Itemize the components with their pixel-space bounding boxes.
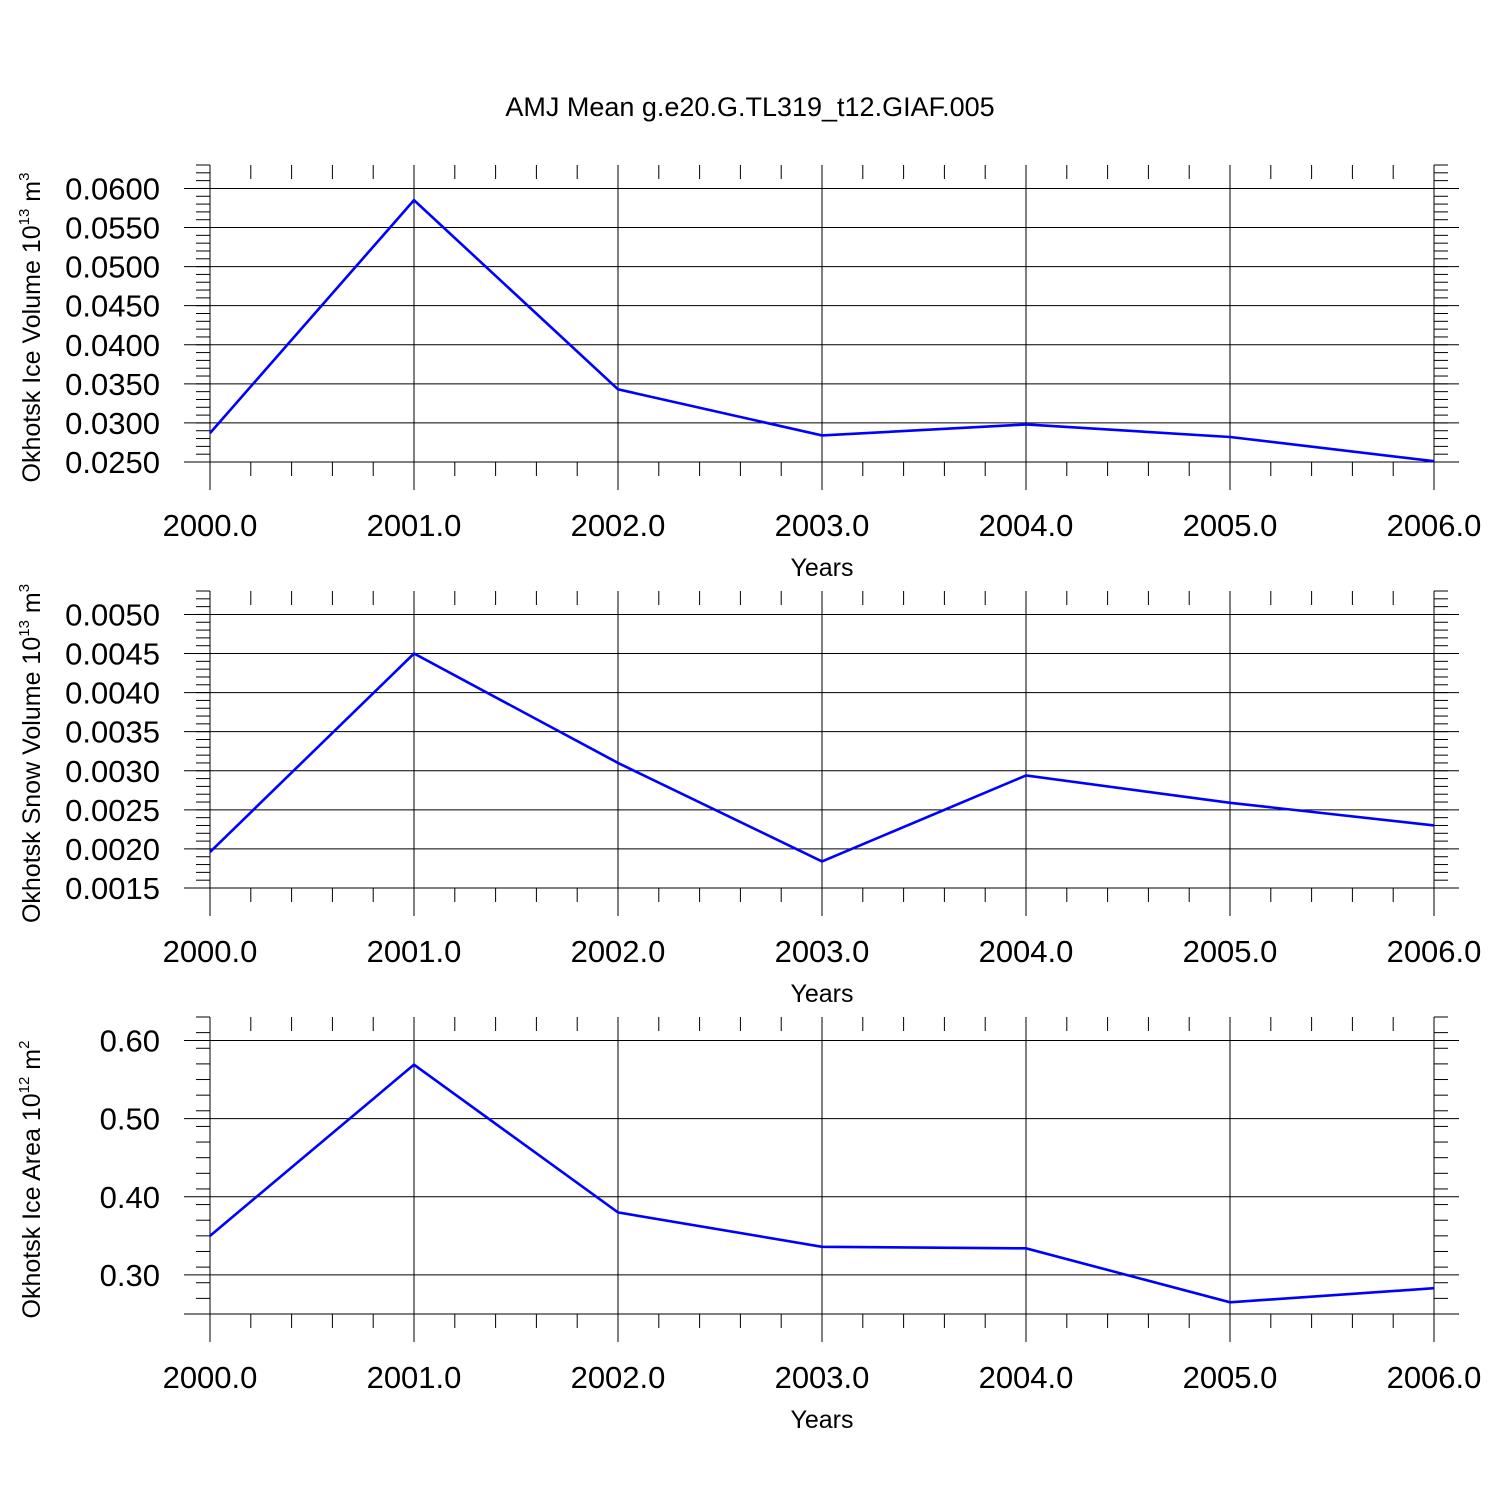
y-tick-label: 0.0030 <box>65 754 160 789</box>
x-tick-label: 2005.0 <box>1183 934 1278 969</box>
x-tick-label: 2004.0 <box>979 934 1074 969</box>
y-tick-label: 0.30 <box>100 1258 160 1293</box>
x-tick-label: 2005.0 <box>1183 1360 1278 1395</box>
y-tick-label: 0.0400 <box>65 328 160 363</box>
x-tick-label: 2006.0 <box>1387 934 1482 969</box>
x-tick-label: 2005.0 <box>1183 508 1278 543</box>
y-axis-title: Okhotsk Snow Volume 1013 m3 <box>16 584 46 923</box>
x-tick-label: 2004.0 <box>979 1360 1074 1395</box>
y-tick-label: 0.0025 <box>65 793 160 828</box>
y-tick-label: 0.0020 <box>65 832 160 867</box>
y-tick-label: 0.0250 <box>65 445 160 480</box>
x-tick-label: 2001.0 <box>367 1360 462 1395</box>
chart-panel-3: 0.60 0.50 0.40 0.30 2000.0 2001.0 2002.0 2003.0… <box>16 1016 1482 1434</box>
y-tick-label: 0.60 <box>100 1023 160 1058</box>
x-tick-label: 2003.0 <box>775 934 870 969</box>
x-tick-label: 2004.0 <box>979 508 1074 543</box>
y-tick-label: 0.0450 <box>65 289 160 324</box>
x-tick-label: 2002.0 <box>571 1360 666 1395</box>
y-tick-label: 0.0045 <box>65 637 160 672</box>
x-axis-title: Years <box>790 980 853 1008</box>
chart-panel-1: 0.0600 0.0550 0.0500 0.0450 0.0400 0.0350 0.03… <box>16 164 1482 582</box>
y-tick-label: 0.0035 <box>65 715 160 750</box>
y-axis-title: Okhotsk Ice Volume 1013 m3 <box>16 173 46 483</box>
x-tick-label: 2002.0 <box>571 934 666 969</box>
y-tick-label: 0.0050 <box>65 597 160 632</box>
x-axis-title: Years <box>790 1406 853 1434</box>
x-tick-label: 2001.0 <box>367 934 462 969</box>
series-line-1 <box>209 198 1435 463</box>
x-tick-label: 2001.0 <box>367 508 462 543</box>
x-axis-title: Years <box>790 554 853 582</box>
y-tick-label: 0.0600 <box>65 171 160 206</box>
x-tick-label: 2000.0 <box>163 1360 258 1395</box>
x-tick-label: 2000.0 <box>163 508 258 543</box>
y-tick-label: 0.40 <box>100 1180 160 1215</box>
y-tick-label: 0.0350 <box>65 367 160 402</box>
chart-title: AMJ Mean g.e20.G.TL319_t12.GIAF.005 <box>505 92 994 122</box>
x-tick-label: 2003.0 <box>775 508 870 543</box>
x-tick-label: 2000.0 <box>163 934 258 969</box>
x-tick-label: 2003.0 <box>775 1360 870 1395</box>
y-axis-title: Okhotsk Ice Area 1012 m2 <box>16 1041 46 1319</box>
y-tick-label: 0.0500 <box>65 250 160 285</box>
series-line-1 <box>209 1063 1435 1304</box>
y-tick-label: 0.0300 <box>65 406 160 441</box>
y-tick-label: 0.50 <box>100 1102 160 1137</box>
y-tick-label: 0.0040 <box>65 676 160 711</box>
x-tick-label: 2006.0 <box>1387 508 1482 543</box>
chart-panel-2: 0.0050 0.0045 0.0040 0.0035 0.0030 0.0025 0.00… <box>16 584 1481 1008</box>
series-line-1 <box>209 651 1435 863</box>
x-tick-label: 2002.0 <box>571 508 666 543</box>
y-tick-label: 0.0550 <box>65 211 160 246</box>
y-tick-label: 0.0015 <box>65 871 160 906</box>
x-tick-label: 2006.0 <box>1387 1360 1482 1395</box>
